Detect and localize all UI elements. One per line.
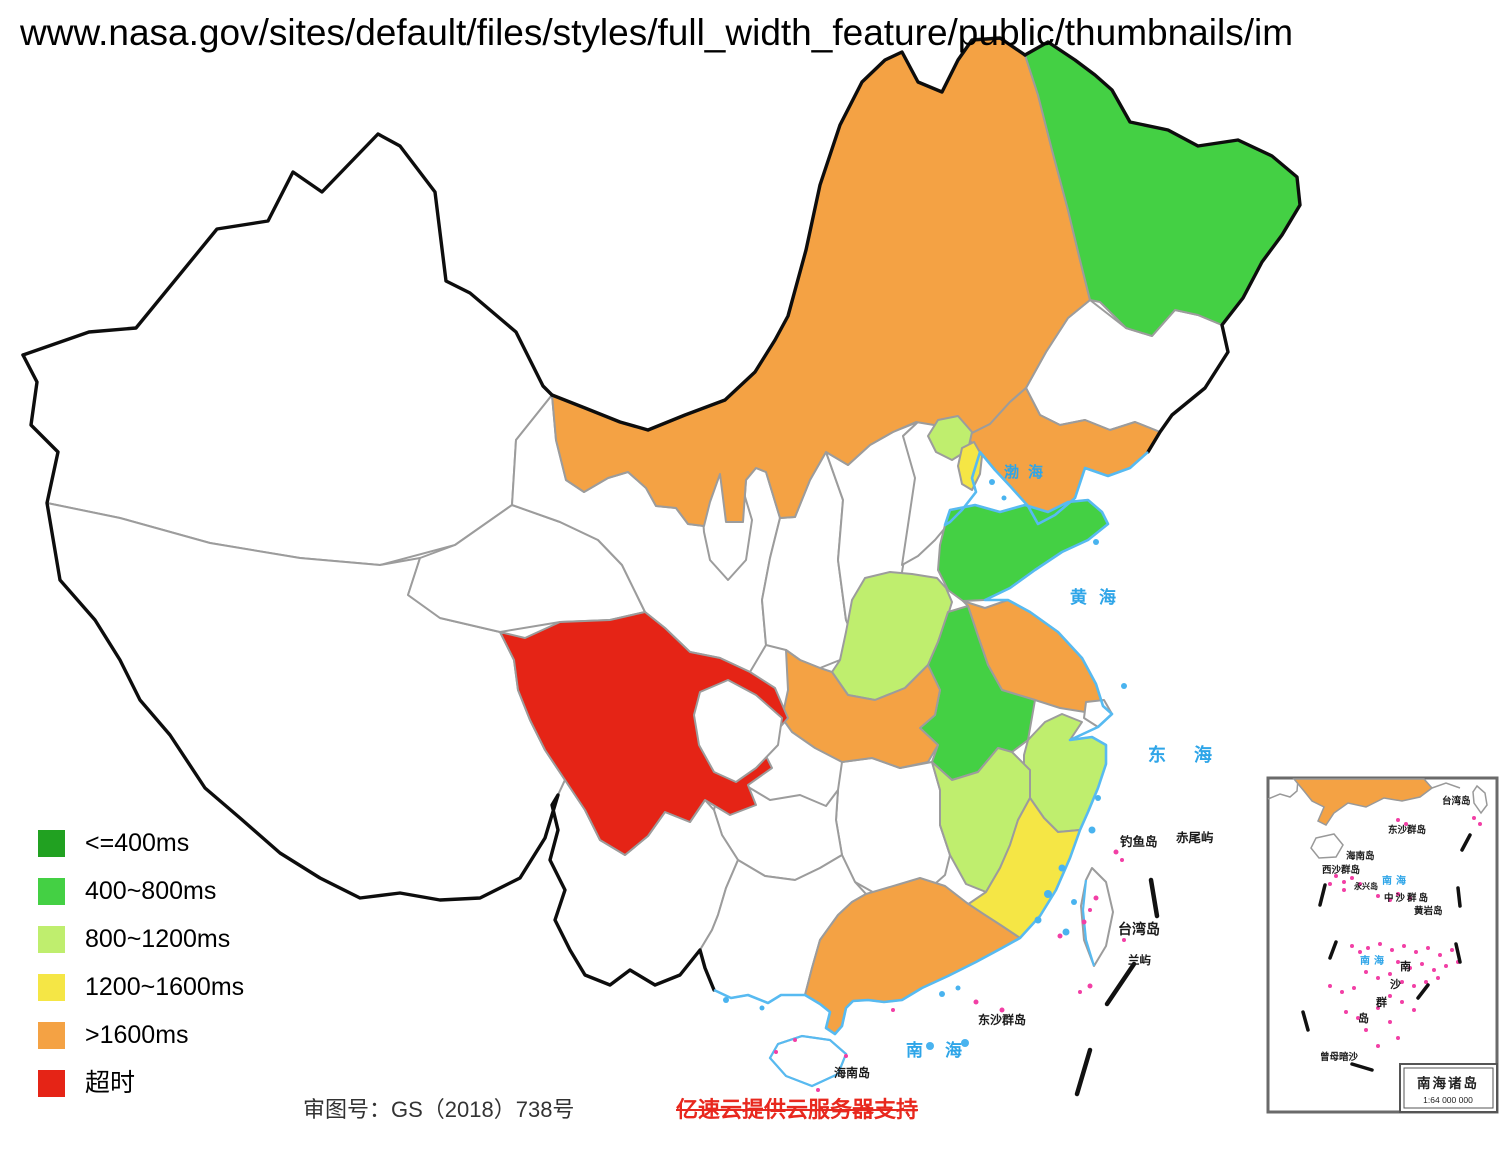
legend-label: >1600ms xyxy=(85,1021,189,1049)
legend-label: <=400ms xyxy=(85,829,190,857)
province-xinjiang xyxy=(22,133,553,566)
province-tianjin xyxy=(957,441,983,491)
inset-guangdong xyxy=(1292,778,1434,826)
inset-nine-dash-segments xyxy=(1301,833,1472,1072)
inset-label-yongxingdao: 永兴岛 xyxy=(1353,881,1378,891)
legend-item-400-800: 400~800ms xyxy=(38,878,244,905)
legend-swatch-800-1200 xyxy=(38,926,65,953)
province-shanghai xyxy=(1083,699,1113,728)
inset-sea-label-nanhai-north: 南海 xyxy=(1382,874,1410,887)
inset-hainan xyxy=(1310,833,1344,859)
provider-credit: 亿速云提供云服务器支持 xyxy=(676,1097,919,1122)
inset-label-zhongsha: 中沙群岛 xyxy=(1384,892,1430,904)
legend-swatch-over-1600 xyxy=(38,1022,65,1049)
reef-dots xyxy=(774,849,1126,1092)
inset-label-huangyandao: 黄岩岛 xyxy=(1414,905,1443,917)
legend-label: 超时 xyxy=(85,1069,136,1097)
legend-item-800-1200: 800~1200ms xyxy=(38,926,244,953)
inset-box-scale: 1:64 000 000 xyxy=(1423,1095,1473,1105)
svg-text:南: 南 xyxy=(1400,959,1411,973)
province-chongqing xyxy=(693,679,783,783)
svg-text:群: 群 xyxy=(1375,995,1387,1009)
sea-label-huanghai: 黄海 xyxy=(1070,587,1128,607)
page-title: www.nasa.gov/sites/default/files/styles/… xyxy=(20,12,1294,53)
island-outlines xyxy=(768,879,1096,1088)
legend-label: 800~1200ms xyxy=(85,925,231,953)
legend-label: 1200~1600ms xyxy=(85,973,245,1001)
inset-label-dongsha: 东沙群岛 xyxy=(1388,824,1426,836)
inset-sea-label-nanhai-south: 南海 xyxy=(1360,954,1388,967)
legend-item-over-1600: >1600ms xyxy=(38,1022,244,1049)
sea-label-nanhai: 南海 xyxy=(906,1040,984,1060)
nine-dash-segments xyxy=(1074,877,1160,1097)
sea-label-bohai: 渤海 xyxy=(1004,463,1052,481)
legend-label: 400~800ms xyxy=(85,877,217,905)
inset-south-china-sea: 台湾岛 东沙群岛 海南岛 西沙群岛 永兴岛 中沙群岛 黄岩岛 曾母暗沙 南海 南… xyxy=(1266,776,1499,1114)
inset-title-box: 南海诸岛 1:64 000 000 xyxy=(1399,1063,1498,1113)
inset-label-hainandao: 海南岛 xyxy=(1346,850,1375,862)
coastal-islet-dots xyxy=(723,479,1127,1050)
sea-label-donghai: 东海 xyxy=(1148,744,1240,765)
province-hubei xyxy=(781,649,941,769)
inset-box-title: 南海诸岛 xyxy=(1417,1075,1479,1091)
island-label-diaoyudao: 钓鱼岛 xyxy=(1120,834,1158,849)
island-label-lanyu: 兰屿 xyxy=(1128,953,1151,967)
legend-swatch-timeout xyxy=(38,1070,65,1097)
international-border xyxy=(21,36,1302,992)
island-label-hainandao: 海南岛 xyxy=(834,1065,870,1080)
inset-reef-dots xyxy=(1328,816,1482,1048)
map-approval-number: 审图号：GS（2018）738号 xyxy=(303,1097,575,1122)
inset-taiwan xyxy=(1472,784,1488,815)
inset-label-zengmuansha: 曾母暗沙 xyxy=(1320,1051,1359,1063)
svg-text:沙: 沙 xyxy=(1390,978,1401,991)
svg-text:岛: 岛 xyxy=(1358,1011,1369,1025)
island-label-taiwandao: 台湾岛 xyxy=(1118,921,1160,937)
island-label-chiweiyu: 赤尾屿 xyxy=(1176,830,1214,845)
island-label-dongshaqundao: 东沙群岛 xyxy=(978,1012,1026,1027)
legend-swatch-under-400 xyxy=(38,830,65,857)
province-shandong xyxy=(937,499,1109,602)
inset-label-xisha: 西沙群岛 xyxy=(1322,864,1360,876)
province-sichuan xyxy=(499,611,789,856)
inset-label-taiwandao: 台湾岛 xyxy=(1442,795,1471,807)
legend-item-under-400: <=400ms xyxy=(38,830,244,857)
legend: <=400ms 400~800ms 800~1200ms 1200~1600ms… xyxy=(38,830,244,1118)
legend-item-timeout: 超时 xyxy=(38,1070,244,1097)
coastline xyxy=(713,450,1149,1036)
inset-nansha-label: 南 沙 群 岛 xyxy=(1358,959,1411,1025)
legend-item-1200-1600: 1200~1600ms xyxy=(38,974,244,1001)
legend-swatch-400-800 xyxy=(38,878,65,905)
legend-swatch-1200-1600 xyxy=(38,974,65,1001)
